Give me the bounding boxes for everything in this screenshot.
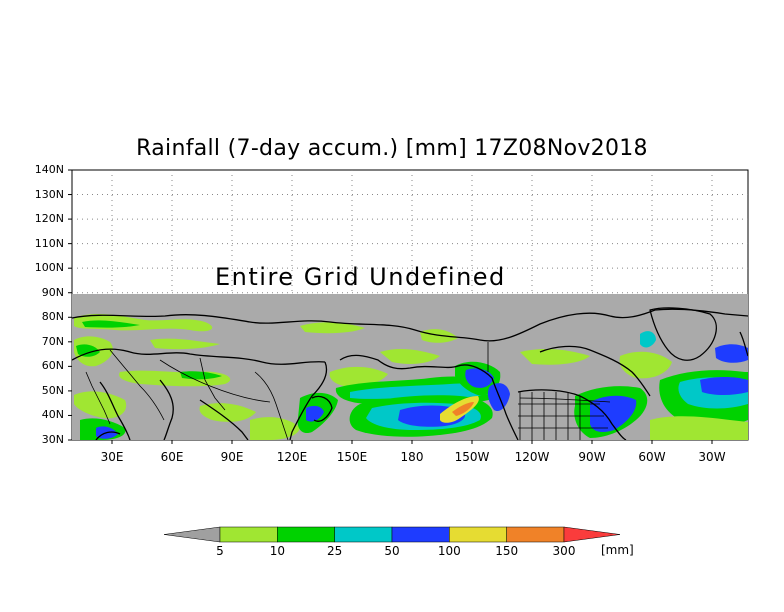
lon-tick-label: 180 xyxy=(400,450,424,464)
lat-tick-label: 100N xyxy=(34,261,64,275)
colorbar-swatch xyxy=(506,526,565,543)
lon-tick-label: 150W xyxy=(454,450,490,464)
rain-patch-arctic-siberia xyxy=(300,322,365,334)
rain-patch-japan-blue xyxy=(306,405,324,422)
lon-tick-label: 120W xyxy=(514,450,550,464)
rain-patch-siberia xyxy=(150,338,220,350)
lat-tick-label: 80N xyxy=(41,310,64,324)
undefined-grid-note: Entire Grid Undefined xyxy=(215,263,506,291)
colorbar-swatch xyxy=(277,526,335,543)
colorbar-swatch xyxy=(334,526,393,543)
rain-patch-labrador xyxy=(619,351,672,379)
rain-patch-canada xyxy=(520,349,590,365)
colorbar-level-label: 10 xyxy=(269,544,285,558)
rain-patch-bering xyxy=(380,349,440,364)
colorbar-level-label: 300 xyxy=(552,544,576,558)
lon-tick-label: 30E xyxy=(100,450,124,464)
lon-tick-label: 90E xyxy=(220,450,244,464)
lat-tick-label: 50N xyxy=(41,383,64,397)
colorbar-unit: [mm] xyxy=(601,543,634,557)
colorbar-swatch xyxy=(391,526,450,543)
lat-tick-label: 30N xyxy=(41,433,64,446)
rain-patch-east-us-blue xyxy=(590,395,637,432)
lon-tick-label: 30W xyxy=(698,450,726,464)
colorbar-level-label: 150 xyxy=(495,544,519,558)
colorbar-swatch xyxy=(219,526,278,543)
lat-tick-label: 140N xyxy=(34,163,64,176)
colorbar-level-label: 5 xyxy=(216,544,224,558)
lat-tick-label: 60N xyxy=(41,359,64,373)
lat-tick-label: 120N xyxy=(34,212,64,226)
lat-tick-label: 130N xyxy=(34,187,64,201)
lon-tick-label: 150E xyxy=(336,450,368,464)
rain-patch-n-pacific-cyan xyxy=(350,383,498,399)
rain-patch-east-china xyxy=(250,417,300,440)
lat-tick-label: 40N xyxy=(41,408,64,422)
lat-tick-label: 90N xyxy=(41,285,64,299)
lon-tick-label: 60W xyxy=(638,450,666,464)
rain-patch-bering-2 xyxy=(420,329,458,343)
rain-patch-iceland xyxy=(715,344,748,363)
rain-patch-europe-south xyxy=(74,391,127,419)
rain-patch-tibet xyxy=(199,403,256,422)
political-borders xyxy=(85,342,611,440)
colorbar-level-label: 50 xyxy=(384,544,400,558)
lon-tick-label: 60E xyxy=(160,450,184,464)
rain-patch-greenland-coast xyxy=(640,331,656,348)
rain-patch-pacific-orange xyxy=(452,402,474,416)
map-title: Rainfall (7-day accum.) [mm] 17Z08Nov201… xyxy=(136,136,648,161)
colorbar-level-label: 25 xyxy=(327,544,343,558)
colorbar-swatch xyxy=(449,526,507,543)
lon-tick-label: 90W xyxy=(578,450,606,464)
rain-patch-n-atlantic-blue xyxy=(700,377,748,395)
rain-patch-kamchatka xyxy=(329,366,388,387)
colorbar xyxy=(163,526,621,543)
colorbar-level-label: 100 xyxy=(437,544,461,558)
rain-patch-arctic-europe-2 xyxy=(82,320,140,328)
rain-patch-atlantic-south xyxy=(650,416,748,440)
coastlines xyxy=(72,307,748,440)
colorbar-under-triangle xyxy=(163,526,221,543)
lat-tick-label: 70N xyxy=(41,334,64,348)
lat-tick-label: 110N xyxy=(34,236,64,250)
rain-patch-scandinavia-2 xyxy=(76,344,100,357)
colorbar-over-triangle xyxy=(563,526,621,543)
rainfall-patches xyxy=(74,314,748,440)
lon-tick-label: 120E xyxy=(276,450,308,464)
